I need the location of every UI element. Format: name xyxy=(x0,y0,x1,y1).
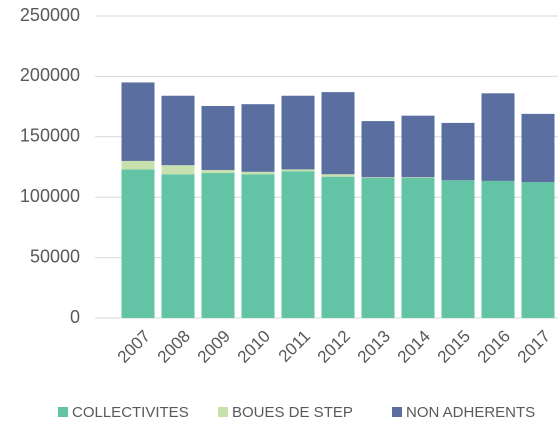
legend-swatch xyxy=(58,407,68,417)
legend-swatch xyxy=(218,407,228,417)
x-tick-label: 2014 xyxy=(394,327,434,367)
y-tick-label: 200000 xyxy=(20,65,80,85)
x-tick-label: 2016 xyxy=(474,327,514,367)
bar-segment xyxy=(361,177,395,178)
x-tick-label: 2015 xyxy=(434,327,474,367)
bar-segment xyxy=(161,95,195,166)
x-tick-label: 2009 xyxy=(194,327,234,367)
bar-segment xyxy=(361,177,395,318)
bar-segment xyxy=(281,171,315,318)
bar-segment xyxy=(321,92,355,175)
bar-segment xyxy=(321,176,355,318)
y-tick-label: 100000 xyxy=(20,186,80,206)
y-tick-label: 150000 xyxy=(20,126,80,146)
bar-segment xyxy=(481,180,515,318)
bar-segment xyxy=(321,174,355,177)
bar-segment xyxy=(441,180,475,318)
x-tick-label: 2008 xyxy=(154,327,194,367)
bar-segment xyxy=(121,169,155,318)
legend-swatch xyxy=(392,407,402,417)
y-tick-label: 50000 xyxy=(30,246,80,266)
x-tick-label: 2017 xyxy=(514,327,554,367)
bar-segment xyxy=(161,165,195,175)
x-tick-label: 2010 xyxy=(234,327,274,367)
bar-segment xyxy=(521,113,555,183)
bar-segment xyxy=(241,174,275,318)
y-tick-label: 0 xyxy=(70,307,80,327)
legend-label: COLLECTIVITES xyxy=(72,404,189,421)
bar-segment xyxy=(401,177,435,318)
bar-segment xyxy=(281,95,315,170)
x-tick-label: 2007 xyxy=(114,327,154,367)
bar-segment xyxy=(401,115,435,178)
bar-segment xyxy=(401,177,435,178)
x-tick-label: 2013 xyxy=(354,327,394,367)
bar-segment xyxy=(121,160,155,170)
bar-segment xyxy=(201,105,235,171)
x-tick-label: 2011 xyxy=(275,327,314,366)
x-tick-label: 2012 xyxy=(314,327,354,367)
y-tick-label: 250000 xyxy=(20,5,80,25)
bar-segment xyxy=(121,82,155,161)
bar-segment xyxy=(361,121,395,178)
legend-label: BOUES DE STEP xyxy=(232,404,353,421)
bar-segment xyxy=(241,104,275,172)
bar-segment xyxy=(201,173,235,318)
bar-segment xyxy=(521,182,555,318)
legend-label: NON ADHERENTS xyxy=(406,404,535,421)
bar-segment xyxy=(201,170,235,174)
bar-segment xyxy=(481,93,515,181)
bar-segment xyxy=(441,122,475,181)
bar-segment xyxy=(281,169,315,172)
bar-segment xyxy=(161,174,195,318)
bar-segment xyxy=(241,171,275,175)
